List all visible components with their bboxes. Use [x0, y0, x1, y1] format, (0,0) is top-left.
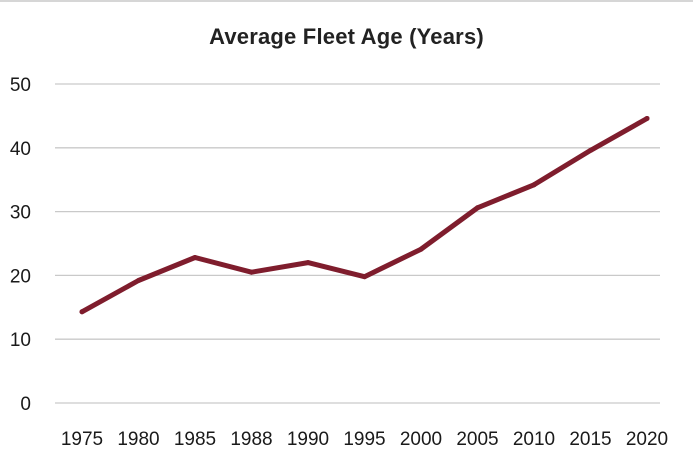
x-tick-label: 2005: [456, 429, 498, 450]
series-lines: [79, 115, 650, 315]
x-tick-label: 1980: [117, 429, 159, 450]
data-point-1990: [305, 260, 311, 266]
data-point-1985: [192, 255, 198, 261]
y-tick-label: 50: [10, 75, 31, 96]
data-point-2000: [418, 246, 424, 252]
x-axis-tick-labels: 1975 1980 1985 1988 1990 1995 2000 2005 2010 2015…: [61, 429, 668, 450]
y-tick-label: 30: [10, 203, 31, 224]
data-point-1980: [136, 278, 141, 284]
x-tick-label: 2010: [513, 429, 555, 450]
data-point-2010: [531, 182, 537, 188]
top-border: [0, 0, 693, 2]
y-tick-label: 10: [10, 330, 31, 351]
data-point-2020: [644, 115, 650, 121]
x-tick-label: 1995: [343, 429, 385, 450]
data-point-1995: [362, 274, 367, 280]
y-tick-label: 20: [10, 266, 31, 287]
gridlines: [55, 83, 660, 404]
x-tick-label: 1990: [287, 429, 329, 450]
data-point-1988: [249, 269, 254, 275]
x-tick-label: 1985: [174, 429, 216, 450]
y-tick-label: 40: [10, 139, 31, 160]
data-point-2015: [588, 147, 593, 153]
y-axis-tick-labels: 0 10 20 30 40 50: [10, 75, 31, 415]
y-tick-label: 0: [20, 394, 31, 415]
x-tick-label: 2020: [626, 429, 668, 450]
x-tick-label: 1975: [61, 429, 103, 450]
data-point-1975: [79, 309, 85, 315]
x-tick-label: 1988: [230, 429, 272, 450]
chart-title: Average Fleet Age (Years): [209, 24, 484, 49]
data-point-2005: [475, 205, 480, 211]
x-tick-label: 2015: [569, 429, 611, 450]
x-tick-label: 2000: [400, 429, 442, 450]
